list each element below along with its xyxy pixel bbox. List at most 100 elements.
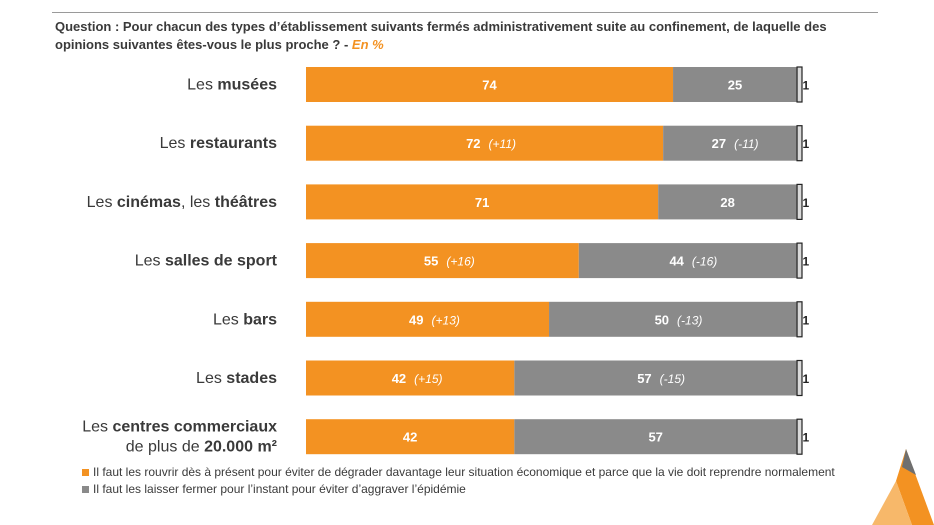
- category-label-6-line-0: Les centres commerciaux: [82, 419, 277, 436]
- bar-label-3-0: 55: [424, 254, 438, 269]
- bar-segment-0-1: [673, 67, 798, 102]
- question-text: Question : Pour chacun des types d’établ…: [55, 18, 875, 54]
- category-label-4: Les bars: [213, 311, 277, 328]
- bar-segment-5-0: [306, 360, 515, 396]
- bar-segment-2-1: [658, 184, 798, 220]
- category-label-5-part-0: Les: [196, 370, 226, 387]
- bar-label-0-1: 25: [728, 78, 742, 93]
- legend-item-reopen: Il faut les rouvrir dès à présent pour é…: [82, 464, 872, 481]
- category-label-4-part-1: bars: [243, 311, 277, 328]
- bar-label-group-0-1: 25: [728, 78, 742, 93]
- stacked-bar-chart: Les musées 74 25 1 Les restaurants 72 (+11) 27 (…: [82, 66, 810, 456]
- category-label-3-part-1: salles de sport: [165, 253, 278, 270]
- bar-label-6-1: 57: [648, 430, 662, 445]
- question-main: Question : Pour chacun des types d’établ…: [55, 19, 827, 52]
- bar-label-6-0: 42: [403, 430, 417, 445]
- bar-label-4-1: 50: [655, 312, 669, 327]
- bar-label-4-0: 49: [409, 312, 423, 327]
- bar-label-group-6-0: 42: [403, 430, 417, 445]
- category-label-6-line-0-part-1: centres commerciaux: [112, 419, 277, 436]
- bar-label-6-2: 1: [803, 431, 810, 445]
- category-label-6-line-1-part-0: de plus de: [126, 439, 204, 456]
- category-label-3-part-0: Les: [135, 253, 165, 270]
- bar-label-3-2: 1: [803, 255, 810, 269]
- bar-segment-6-2: [796, 418, 803, 455]
- bar-delta-3-1: (-16): [692, 255, 717, 269]
- bar-segment-1-2: [796, 125, 803, 162]
- category-label-1-part-1: restaurants: [190, 135, 277, 152]
- legend-label-keep-closed: Il faut les laisser fermer pour l’instan…: [93, 482, 466, 496]
- bar-segment-1-0: [306, 125, 664, 161]
- legend-swatch-keep-closed: [82, 486, 89, 493]
- bar-label-group-4-1: 50 (-13): [655, 312, 703, 327]
- category-label-1: Les restaurants: [160, 135, 278, 152]
- bar-segment-1-1: [663, 125, 798, 161]
- category-label-3: Les salles de sport: [135, 253, 278, 270]
- bar-label-group-3-0: 55 (+16): [424, 254, 475, 269]
- bar-segment-2-0: [306, 184, 659, 220]
- bar-label-group-0-0: 74: [482, 78, 497, 93]
- bar-label-2-1: 28: [720, 195, 734, 210]
- bar-segment-4-1: [549, 301, 798, 337]
- bar-delta-1-1: (-11): [734, 137, 758, 151]
- bar-segment-5-2: [796, 359, 803, 397]
- bar-segment-3-2: [796, 242, 803, 279]
- category-label-4-part-0: Les: [213, 311, 243, 328]
- bar-label-1-1: 27: [712, 136, 726, 151]
- legend-swatch-reopen: [82, 469, 89, 476]
- bar-segment-2-2: [796, 183, 803, 220]
- bar-delta-5-1: (-15): [660, 372, 685, 386]
- bar-label-group-3-1: 44 (-16): [669, 254, 717, 269]
- bar-segment-5-1: [514, 360, 798, 396]
- unit-label: En %: [351, 37, 384, 52]
- bar-delta-3-0: (+16): [446, 255, 474, 269]
- bar-label-group-5-1: 57 (-15): [637, 371, 685, 386]
- question-separator: -: [340, 37, 352, 52]
- bar-label-group-5-0: 42 (+15): [392, 371, 443, 386]
- legend-item-keep-closed: Il faut les laisser fermer pour l’instan…: [82, 481, 872, 498]
- legend-label-reopen: Il faut les rouvrir dès à présent pour é…: [93, 465, 835, 479]
- category-label-2-part-1: cinémas: [117, 194, 181, 211]
- bar-segment-3-1: [578, 243, 798, 279]
- bar-segment-4-2: [796, 301, 803, 338]
- bar-label-5-1: 57: [637, 371, 651, 386]
- bar-label-group-4-0: 49 (+13): [409, 312, 460, 327]
- bar-label-5-2: 1: [803, 372, 810, 386]
- category-label-5: Les stades: [196, 370, 277, 387]
- bar-segment-3-0: [306, 243, 579, 279]
- bar-label-1-2: 1: [803, 137, 810, 151]
- category-label-6-line-1-part-1: 20.000 m²: [204, 439, 277, 456]
- category-label-0-part-1: musées: [217, 77, 277, 94]
- bar-segment-6-1: [514, 419, 798, 455]
- bar-label-0-2: 1: [803, 79, 810, 93]
- bar-label-1-0: 72: [466, 136, 480, 151]
- bar-label-group-1-1: 27 (-11): [712, 136, 759, 151]
- bar-label-0-0: 74: [482, 78, 497, 93]
- category-label-2-part-2: , les: [181, 194, 215, 211]
- bar-segment-4-0: [306, 301, 550, 337]
- category-label-0: Les musées: [187, 77, 277, 94]
- bar-label-2-0: 71: [475, 195, 489, 210]
- bar-label-group-2-0: 71: [475, 195, 489, 210]
- bar-segment-0-0: [306, 67, 674, 102]
- category-label-2-part-0: Les: [87, 194, 117, 211]
- bar-segment-6-0: [306, 419, 515, 455]
- category-label-2: Les cinémas, les théâtres: [87, 194, 277, 211]
- category-label-6-line-0-part-0: Les: [82, 419, 112, 436]
- category-label-0-part-0: Les: [187, 77, 217, 94]
- bar-label-group-2-1: 28: [720, 195, 734, 210]
- category-label-2-part-3: théâtres: [215, 194, 277, 211]
- top-rule: [52, 12, 878, 13]
- bar-delta-5-0: (+15): [414, 372, 442, 386]
- bar-label-group-1-0: 72 (+11): [466, 136, 516, 151]
- bar-delta-4-0: (+13): [432, 313, 460, 327]
- bar-label-2-2: 1: [803, 196, 810, 210]
- bar-segment-0-2: [796, 66, 803, 103]
- legend: Il faut les rouvrir dès à présent pour é…: [82, 464, 872, 498]
- bar-label-5-0: 42: [392, 371, 406, 386]
- category-label-1-part-0: Les: [160, 135, 190, 152]
- bar-label-4-2: 1: [803, 313, 810, 327]
- bar-label-group-6-1: 57: [648, 430, 662, 445]
- brand-logo-icon: [872, 449, 934, 525]
- category-label-6-line-1: de plus de 20.000 m²: [126, 439, 277, 456]
